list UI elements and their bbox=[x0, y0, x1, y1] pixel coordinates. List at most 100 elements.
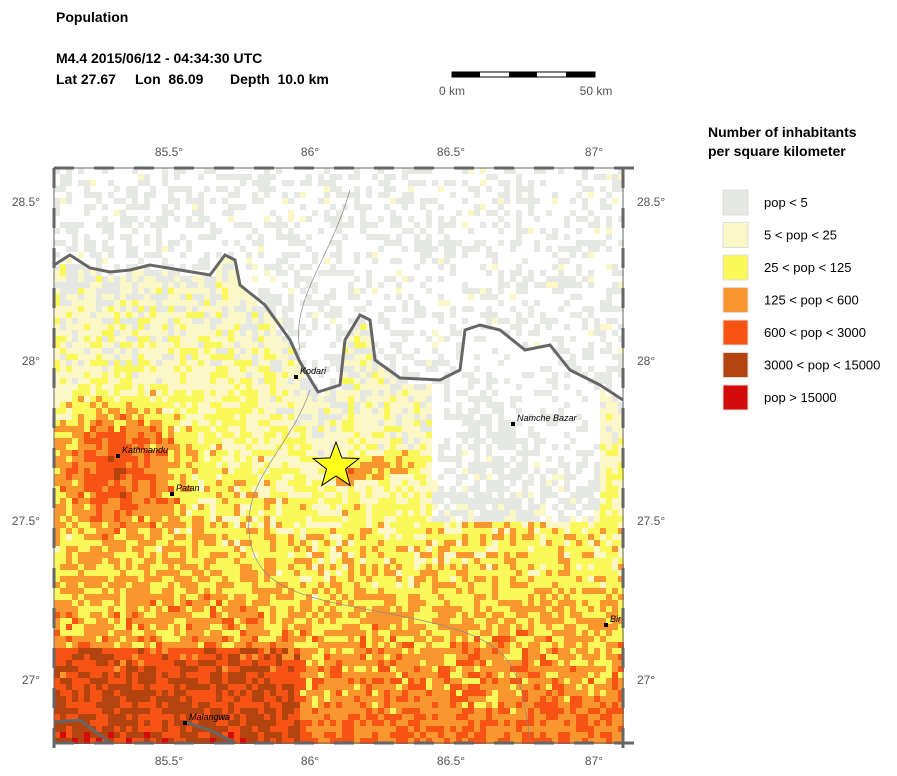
pop-cell bbox=[228, 474, 234, 480]
pop-cell bbox=[552, 528, 558, 534]
pop-cell bbox=[420, 504, 426, 510]
pop-cell bbox=[174, 342, 180, 348]
pop-cell bbox=[114, 348, 120, 354]
pop-cell bbox=[156, 414, 162, 420]
pop-cell bbox=[120, 522, 126, 528]
pop-cell bbox=[354, 528, 360, 534]
pop-cell bbox=[180, 186, 186, 192]
pop-cell bbox=[120, 438, 126, 444]
pop-cell bbox=[54, 288, 60, 294]
pop-cell bbox=[54, 426, 60, 432]
pop-cell bbox=[66, 306, 72, 312]
pop-cell bbox=[174, 516, 180, 522]
pop-cell bbox=[180, 336, 186, 342]
pop-cell bbox=[600, 582, 606, 588]
pop-cell bbox=[228, 384, 234, 390]
pop-cell bbox=[138, 492, 144, 498]
pop-cell bbox=[198, 450, 204, 456]
pop-cell bbox=[174, 534, 180, 540]
pop-cell bbox=[342, 564, 348, 570]
pop-cell bbox=[198, 564, 204, 570]
pop-cell bbox=[504, 210, 510, 216]
pop-cell bbox=[102, 246, 108, 252]
pop-cell bbox=[138, 366, 144, 372]
pop-cell bbox=[486, 450, 492, 456]
pop-cell bbox=[168, 558, 174, 564]
pop-cell bbox=[390, 594, 396, 600]
pop-cell bbox=[324, 300, 330, 306]
pop-cell bbox=[264, 462, 270, 468]
pop-cell bbox=[408, 372, 414, 378]
pop-cell bbox=[234, 192, 240, 198]
pop-cell bbox=[222, 450, 228, 456]
pop-cell bbox=[570, 516, 576, 522]
pop-cell bbox=[564, 570, 570, 576]
pop-cell bbox=[546, 528, 552, 534]
pop-cell bbox=[300, 216, 306, 222]
pop-cell bbox=[84, 270, 90, 276]
pop-cell bbox=[528, 192, 534, 198]
pop-cell bbox=[258, 312, 264, 318]
pop-cell bbox=[552, 444, 558, 450]
pop-cell bbox=[522, 558, 528, 564]
pop-cell bbox=[120, 330, 126, 336]
pop-cell bbox=[102, 312, 108, 318]
pop-cell bbox=[462, 450, 468, 456]
pop-cell bbox=[546, 594, 552, 600]
pop-cell bbox=[354, 384, 360, 390]
pop-cell bbox=[558, 546, 564, 552]
pop-cell bbox=[282, 528, 288, 534]
pop-cell bbox=[510, 504, 516, 510]
pop-cell bbox=[402, 552, 408, 558]
pop-cell bbox=[480, 168, 486, 174]
pop-cell bbox=[300, 342, 306, 348]
pop-cell bbox=[600, 372, 606, 378]
pop-cell bbox=[210, 390, 216, 396]
pop-cell bbox=[198, 594, 204, 600]
pop-cell bbox=[540, 558, 546, 564]
pop-cell bbox=[312, 252, 318, 258]
pop-cell bbox=[372, 474, 378, 480]
pop-cell bbox=[546, 546, 552, 552]
pop-cell bbox=[132, 378, 138, 384]
pop-cell bbox=[210, 348, 216, 354]
pop-cell bbox=[108, 498, 114, 504]
pop-cell bbox=[66, 510, 72, 516]
pop-cell bbox=[216, 588, 222, 594]
pop-cell bbox=[522, 582, 528, 588]
pop-cell bbox=[522, 528, 528, 534]
pop-cell bbox=[276, 504, 282, 510]
pop-cell bbox=[84, 294, 90, 300]
pop-cell bbox=[588, 600, 594, 606]
pop-cell bbox=[78, 594, 84, 600]
pop-cell bbox=[270, 336, 276, 342]
pop-cell bbox=[60, 576, 66, 582]
pop-cell bbox=[210, 528, 216, 534]
pop-cell bbox=[600, 426, 606, 432]
pop-cell bbox=[186, 570, 192, 576]
pop-cell bbox=[528, 522, 534, 528]
pop-cell bbox=[300, 600, 306, 606]
pop-cell bbox=[378, 516, 384, 522]
pop-cell bbox=[222, 288, 228, 294]
pop-cell bbox=[168, 378, 174, 384]
pop-cell bbox=[342, 414, 348, 420]
pop-cell bbox=[234, 552, 240, 558]
pop-cell bbox=[192, 570, 198, 576]
pop-cell bbox=[54, 228, 60, 234]
pop-cell bbox=[618, 402, 624, 408]
pop-cell bbox=[126, 426, 132, 432]
pop-cell bbox=[252, 450, 258, 456]
pop-cell bbox=[612, 270, 618, 276]
pop-cell bbox=[414, 444, 420, 450]
pop-cell bbox=[288, 432, 294, 438]
pop-cell bbox=[552, 396, 558, 402]
pop-cell bbox=[264, 402, 270, 408]
pop-cell bbox=[54, 492, 60, 498]
pop-cell bbox=[90, 552, 96, 558]
pop-cell bbox=[468, 528, 474, 534]
pop-cell bbox=[324, 570, 330, 576]
pop-cell bbox=[354, 522, 360, 528]
pop-cell bbox=[204, 486, 210, 492]
pop-cell bbox=[510, 498, 516, 504]
